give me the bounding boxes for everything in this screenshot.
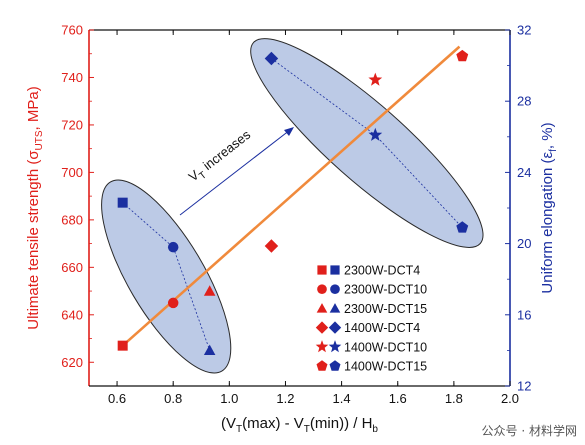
x-tick-label: 1.6 (389, 391, 407, 406)
legend-label: 1400W-DCT15 (344, 360, 427, 374)
marks-group (117, 49, 469, 355)
ellipse-2300w-trend (122, 202, 211, 351)
y-right-tick-label: 32 (517, 23, 531, 38)
legend-marker-strength-1400w-dct4 (315, 321, 329, 334)
legend-label: 1400W-DCT4 (344, 321, 420, 335)
x-tick-label: 1.8 (445, 391, 463, 406)
legend-marker-strength-1400w-dct10 (315, 340, 329, 353)
point-strength-2300w-dct4 (117, 340, 128, 351)
title-part: (V (221, 415, 236, 432)
title-part: f (548, 149, 559, 152)
x-axis-title: (VT(max) - VT(min)) / Hb (221, 415, 378, 435)
watermark: 公众号 · 材料学网 (481, 424, 577, 438)
y-right-tick-label: 24 (517, 165, 531, 180)
legend-marker-strength-1400w-dct15 (316, 360, 328, 371)
title-part: (min)) / H (310, 415, 373, 432)
y-left-tick-label: 660 (61, 260, 83, 275)
title-part: Ultimate tensile strength (σ (25, 150, 42, 330)
y-left-tick-label: 680 (61, 212, 83, 227)
legend-marker-strength-2300w-dct10 (317, 284, 327, 295)
title-part: increases (197, 127, 253, 176)
title-part: b (372, 424, 378, 435)
y-left-tick-label: 760 (61, 23, 83, 38)
point-strength-1400w-dct10 (368, 72, 383, 86)
y-left-tick-label: 740 (61, 70, 83, 85)
title-part: , MPa) (25, 86, 42, 130)
title-part: Uniform elongation (ε (539, 152, 556, 294)
point-strength-1400w-dct4 (264, 239, 279, 253)
point-strength-2300w-dct10 (167, 297, 179, 309)
ellipse-group (101, 38, 484, 374)
legend-marker-elongation-2300w-dct10 (330, 284, 340, 295)
legend-label: 1400W-DCT10 (344, 340, 427, 354)
title-part: T (304, 424, 310, 435)
axes-group: 0.6 0.8 1.0 1.2 1.4 1.6 1.8 2.0 620 640 660 680 700 7… (61, 23, 531, 407)
ellipse-1400w (250, 38, 484, 248)
title-part: T (197, 170, 209, 182)
title-part: , %) (539, 122, 556, 149)
y-right-tick-label: 12 (517, 379, 531, 394)
y-right-tick-label: 20 (517, 236, 531, 251)
legend-marker-elongation-1400w-dct4 (328, 321, 342, 334)
point-strength-2300w-dct15 (203, 285, 216, 296)
y-left-tick-label: 720 (61, 117, 83, 132)
point-elongation-2300w-dct10 (167, 241, 179, 253)
point-elongation-1400w-dct10 (368, 127, 383, 141)
fit-line-group (121, 45, 461, 347)
legend: 2300W-DCT4 2300W-DCT10 2300W-DCT15 1400W-DC… (315, 264, 427, 374)
y-right-tick-label: 28 (517, 94, 531, 109)
legend-marker-elongation-1400w-dct15 (329, 360, 341, 371)
fit-line (121, 45, 461, 347)
annotation-arrow (179, 129, 291, 216)
y-left-tick-label: 620 (61, 355, 83, 370)
title-part: T (236, 424, 242, 435)
point-elongation-2300w-dct15 (203, 344, 216, 355)
y-left-tick-label: 640 (61, 307, 83, 322)
legend-marker-elongation-2300w-dct4 (330, 265, 340, 275)
legend-marker-elongation-2300w-dct15 (329, 303, 341, 313)
y-right-tick-label: 16 (517, 307, 531, 322)
x-tick-label: 1.2 (276, 391, 294, 406)
ellipse-2300w (101, 179, 232, 374)
title-part: UTS (34, 130, 45, 150)
legend-marker-strength-2300w-dct4 (317, 265, 327, 275)
legend-label: 2300W-DCT4 (344, 264, 420, 278)
x-tick-label: 1.0 (220, 391, 238, 406)
legend-marker-strength-2300w-dct15 (316, 303, 328, 313)
legend-label: 2300W-DCT10 (344, 283, 427, 297)
annotation-arrowhead (284, 127, 294, 136)
annotation-text: VT increases (186, 127, 256, 188)
x-tick-label: 2.0 (501, 391, 519, 406)
x-tick-label: 1.4 (333, 391, 351, 406)
x-tick-label: 0.6 (108, 391, 126, 406)
point-elongation-1400w-dct15 (456, 221, 469, 233)
title-part: (max) - V (242, 415, 304, 432)
annotation-group: VT increases (179, 127, 294, 216)
point-elongation-1400w-dct4 (264, 51, 279, 66)
point-strength-1400w-dct15 (456, 49, 469, 62)
y-left-tick-label: 700 (61, 165, 83, 180)
y-left-axis-title: Ultimate tensile strength (σUTS, MPa) (25, 86, 45, 330)
x-tick-label: 0.8 (164, 391, 182, 406)
point-elongation-2300w-dct4 (117, 197, 128, 208)
legend-marker-elongation-1400w-dct10 (328, 340, 342, 353)
legend-label: 2300W-DCT15 (344, 302, 427, 316)
y-right-axis-title: Uniform elongation (εf, %) (539, 122, 559, 293)
